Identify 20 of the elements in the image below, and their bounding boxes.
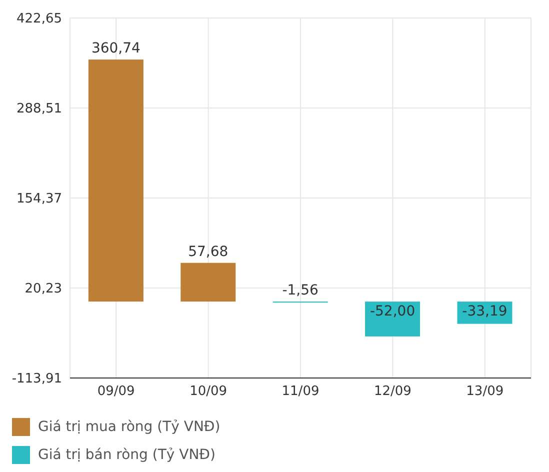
y-tick-label: -113,91 [12,372,62,387]
legend-label: Giá trị mua ròng (Tỷ VNĐ) [38,419,220,435]
y-tick-label: 154,37 [16,192,62,207]
data-label: 360,74 [91,40,141,57]
x-tick-label: 12/09 [374,384,412,400]
y-tick-label: 422,65 [16,12,62,27]
legend-label: Giá trị bán ròng (Tỷ VNĐ) [38,447,216,463]
bar [180,262,236,302]
data-label: 57,68 [188,244,228,260]
data-label: -33,19 [462,304,508,320]
x-tick-label: 09/09 [97,384,135,400]
data-label: -52,00 [370,304,416,320]
x-tick-label: 13/09 [466,384,504,400]
y-tick-label: 20,23 [24,282,62,297]
x-tick-label: 10/09 [190,384,228,400]
bar [88,60,144,302]
bar [365,302,420,336]
y-tick-label: 288,51 [16,102,62,117]
x-tick-label: 11/09 [282,384,320,400]
data-label: -1,56 [282,282,319,299]
